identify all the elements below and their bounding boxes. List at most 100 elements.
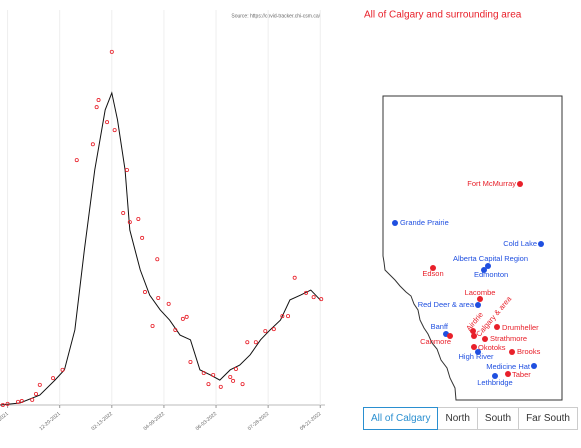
x-tick-label: 04-09-2022 (143, 411, 167, 432)
data-point (109, 49, 114, 54)
city-dot (505, 371, 511, 377)
city-dot (477, 296, 483, 302)
data-point (5, 401, 10, 406)
region-button[interactable]: South (476, 407, 520, 430)
x-tick-label: 09-21-2022 (299, 411, 323, 432)
data-point (218, 384, 223, 389)
city-dot (471, 344, 477, 350)
city-dot (485, 263, 491, 269)
data-point (263, 329, 268, 334)
city-dot (475, 349, 481, 355)
data-point (121, 211, 126, 216)
data-point (105, 120, 110, 125)
city-label: Drumheller (502, 323, 539, 332)
city-dot (517, 181, 523, 187)
city-dot (494, 324, 500, 330)
city-label: Cold Lake (503, 239, 537, 248)
city-label: Edson (422, 269, 443, 278)
data-point (140, 235, 145, 240)
data-point (30, 397, 35, 402)
data-point (292, 275, 297, 280)
city-dot (471, 333, 477, 339)
city-dot (509, 349, 515, 355)
city-label: Okotoks (478, 343, 506, 352)
data-point (201, 371, 206, 376)
data-point (271, 327, 276, 332)
data-point (34, 391, 39, 396)
city-dot (447, 333, 453, 339)
x-tick-label: 07-28-2022 (247, 411, 271, 432)
city-label: Grande Prairie (400, 218, 449, 227)
city-label: Fort McMurray (467, 179, 516, 188)
city-label: Taber (512, 370, 531, 379)
city-label: Lethbridge (477, 378, 512, 387)
data-point (319, 297, 324, 302)
data-point (166, 301, 171, 306)
data-point (90, 142, 95, 147)
city-label: High River (458, 352, 494, 361)
data-point (311, 295, 316, 300)
data-point (304, 290, 309, 295)
data-point (16, 399, 21, 404)
city-label: Lacombe (465, 288, 496, 297)
city-dot (482, 336, 488, 342)
data-point (51, 376, 56, 381)
data-point (0, 402, 5, 407)
city-label: Medicine Hat (486, 362, 531, 371)
city-label: Strathmore (490, 334, 527, 343)
source-note: Source: https://covid-tracker.chi-csm.ca… (231, 13, 320, 19)
data-point (231, 378, 236, 383)
data-point (94, 105, 99, 110)
map-title: All of Calgary and surrounding area (364, 10, 522, 21)
city-label: Canmore (420, 337, 451, 346)
city-label: Edmonton (474, 270, 508, 279)
data-point (180, 316, 185, 321)
data-point (184, 314, 189, 319)
data-point (60, 367, 65, 372)
data-point (156, 295, 161, 300)
x-tick-label: 06-03-2022 (195, 411, 219, 432)
region-button[interactable]: Far South (518, 407, 578, 430)
data-point (188, 359, 193, 364)
city-dot (475, 302, 481, 308)
city-dot (470, 328, 476, 334)
data-point (127, 220, 132, 225)
data-point (211, 372, 216, 377)
x-tick-label: 12-20-2021 (38, 411, 62, 432)
data-point (155, 257, 160, 262)
city-label: Brooks (517, 347, 541, 356)
region-buttons: All of Calgary North South Far South (363, 407, 578, 430)
region-button[interactable]: North (437, 407, 478, 430)
trend-line (0, 91, 321, 406)
city-dot (531, 363, 537, 369)
data-point (74, 158, 79, 163)
data-point (280, 314, 285, 319)
x-tick-label: 02-13-2022 (90, 411, 114, 432)
city-dot (538, 241, 544, 247)
data-point (150, 323, 155, 328)
city-dot (392, 220, 398, 226)
data-point (136, 216, 141, 221)
x-tick-label: 10-26-2021 (0, 411, 10, 432)
data-point (286, 314, 291, 319)
data-point (173, 327, 178, 332)
data-point (112, 128, 117, 133)
city-label: Banff (431, 322, 449, 331)
data-point (228, 374, 233, 379)
city-dot (430, 265, 436, 271)
data-point (206, 382, 211, 387)
city-label: Alberta Capital Region (453, 254, 528, 263)
data-point (142, 290, 147, 295)
alberta-outline (382, 95, 563, 401)
data-point (240, 382, 245, 387)
data-point (124, 167, 129, 172)
city-label: Red Deer & area (418, 300, 475, 309)
region-button[interactable]: All of Calgary (363, 407, 439, 430)
data-point (245, 340, 250, 345)
data-point (233, 367, 238, 372)
city-dot (492, 373, 498, 379)
city-dot (481, 267, 487, 273)
data-point (19, 399, 24, 404)
